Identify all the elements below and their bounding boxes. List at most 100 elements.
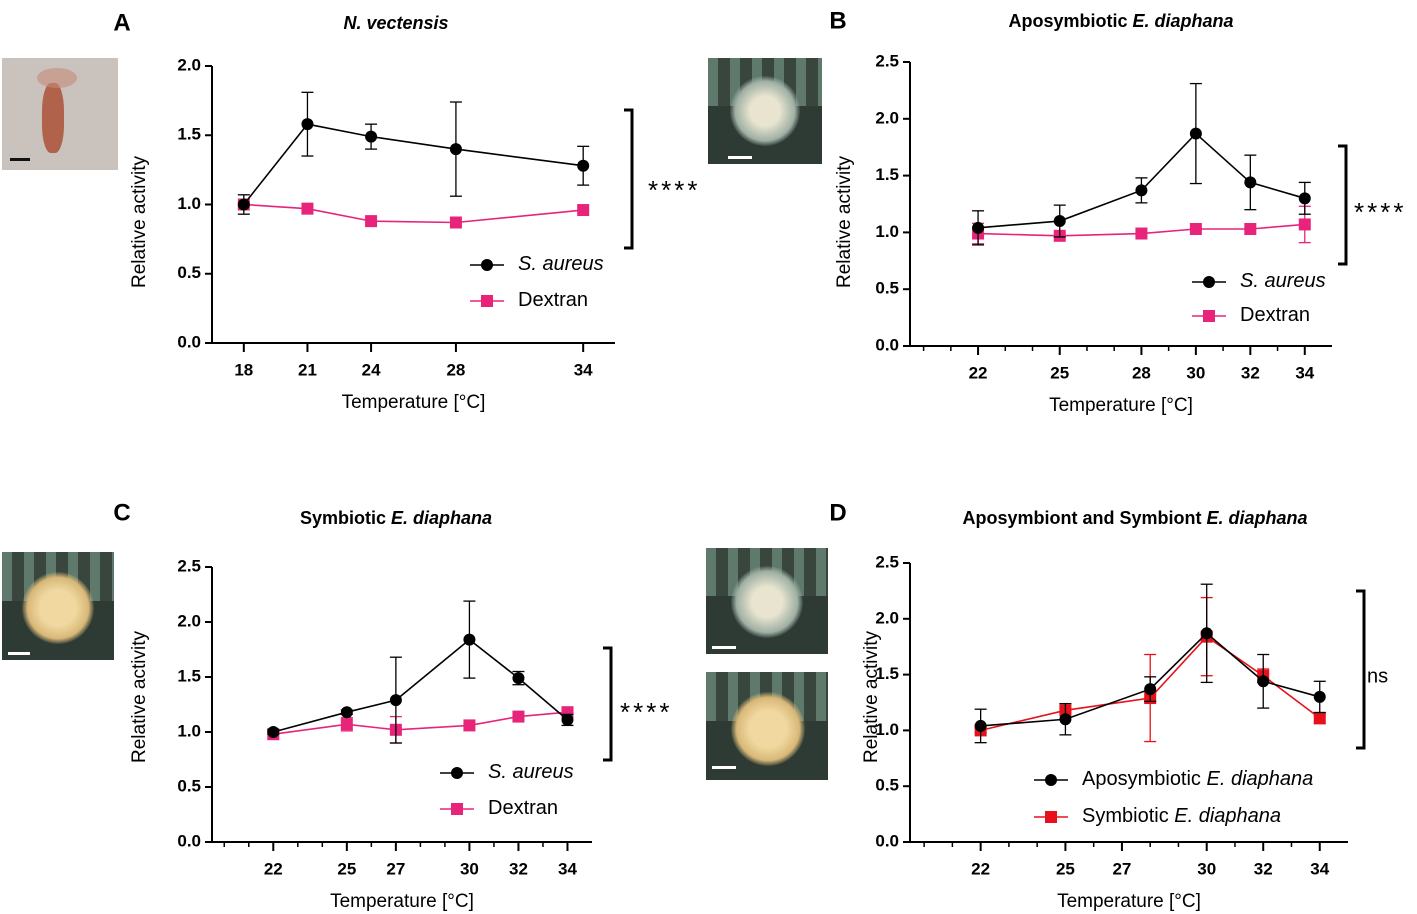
data-point [463,719,476,732]
series-dextran [267,706,574,744]
y-tick-label: 0.5 [177,776,201,795]
data-point [267,726,280,738]
y-tick-label: 1.0 [177,721,201,740]
data-point [512,710,525,723]
x-tick-label: 28 [1132,363,1151,382]
x-tick-label: 22 [971,859,990,878]
series-line [243,123,584,205]
y-tick-label: 2.0 [177,55,201,74]
series-line [980,635,1321,732]
chart-panel-b: B Aposymbiotic E. diaphana 0.0 0.5 1.0 1.5 2.0… [829,7,1403,416]
y-tick-label: 2.5 [177,556,201,575]
x-tick-label: 24 [362,360,381,379]
y-axis-label: Relative activity [834,156,855,288]
significance-bracket [1338,144,1348,266]
data-point [1313,712,1326,725]
legend-label: Dextran [1240,304,1310,326]
aposymbiotic-anemone-photo-c [706,548,828,654]
data-point [974,719,987,732]
legend-marker [1203,276,1215,288]
data-point [1053,215,1066,228]
y-tick-label: 1.5 [875,165,899,184]
data-point [1244,222,1257,235]
legend-marker [1045,811,1057,823]
nematostella-photo [2,58,118,170]
data-point [577,204,590,217]
legend: S. aureus Dextran [1192,270,1326,326]
legend-label: Aposymbiotic E. diaphana [1082,768,1313,790]
data-point [449,216,462,229]
y-axis-label: Relative activity [129,156,150,288]
data-point [365,130,378,143]
x-tick-label: 34 [1295,363,1314,382]
chart-panel-a: A N. vectensis 0.0 0.5 1.0 1.5 2.0 18 21 24 28 34 Te… [113,9,700,413]
x-tick-label: 27 [386,859,405,878]
x-tick-label: 32 [1254,859,1273,878]
series-line [273,711,568,735]
symbiotic-anemone-photo-c2 [706,672,828,780]
legend: S. aureus Dextran [440,761,574,819]
x-axis-label: Temperature [°C] [342,392,486,413]
series-line [273,638,569,733]
data-point [512,672,525,685]
x-tick-label: 25 [337,859,356,878]
significance-label: ns [1367,665,1388,687]
data-point [389,694,402,707]
legend-label: Dextran [488,797,558,819]
y-tick-label: 0.5 [875,776,899,795]
x-tick-label: 34 [574,360,593,379]
y-tick-label: 0.0 [177,332,201,351]
legend-marker [1203,310,1215,322]
y-tick-label: 2.0 [875,608,899,627]
data-point [449,143,462,156]
y-tick-label: 2.5 [875,51,899,70]
significance-label: **** [620,697,672,727]
y-tick-label: 1.0 [875,720,899,739]
data-point [1059,713,1072,726]
x-tick-label: 30 [1186,363,1205,382]
legend-marker [481,259,493,271]
x-tick-label: 34 [558,859,577,878]
legend-marker [481,295,493,307]
y-tick-label: 0.5 [177,263,201,282]
legend-label: Symbiotic E. diaphana [1082,805,1281,827]
data-point [1189,222,1202,235]
significance-bracket [603,646,613,762]
series-line [978,223,1305,237]
x-axis-label: Temperature [°C] [1057,891,1201,912]
significance-bracket [624,108,634,250]
data-point [463,633,476,646]
x-tick-label: 22 [264,859,283,878]
series-s-aureus [237,91,590,215]
x-tick-label: 34 [1310,859,1329,878]
x-tick-label: 30 [460,859,479,878]
data-point [1298,192,1311,205]
x-tick-label: 32 [509,859,528,878]
data-point [1313,690,1326,703]
panel-letter: D [829,499,846,526]
data-point [972,221,985,234]
x-tick-label: 27 [1112,859,1131,878]
significance-label: **** [648,175,700,205]
data-point [1244,176,1257,189]
data-point [237,198,250,211]
series-line [243,203,584,224]
y-tick-label: 1.0 [177,194,201,213]
data-point [1189,127,1202,140]
panel-letter: A [113,9,130,36]
data-point [1135,184,1148,197]
x-tick-label: 32 [1241,363,1260,382]
legend-label: Dextran [518,289,588,311]
data-point [577,159,590,172]
significance-bracket [1356,589,1366,750]
legend-marker [451,803,463,815]
chart-title: Aposymbiotic E. diaphana [1008,11,1233,31]
data-point [340,706,353,719]
y-tick-label: 1.5 [177,666,201,685]
series-line [980,632,1320,727]
chart-title: N. vectensis [343,13,448,33]
y-tick-label: 1.5 [875,664,899,683]
panel-letter: C [113,499,130,526]
x-tick-label: 28 [446,360,465,379]
series-dextran [972,205,1311,245]
